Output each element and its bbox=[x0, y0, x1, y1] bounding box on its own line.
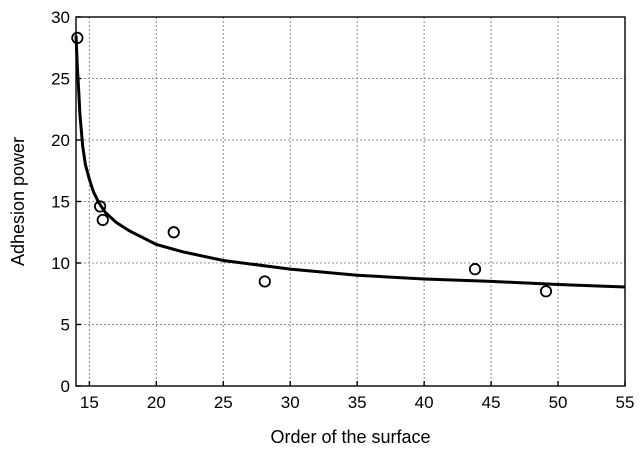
x-tick-label: 15 bbox=[80, 393, 99, 412]
x-tick-label: 30 bbox=[281, 393, 300, 412]
y-axis-label: Adhesion power bbox=[8, 137, 28, 266]
data-point bbox=[539, 285, 553, 298]
x-tick-label: 40 bbox=[415, 393, 434, 412]
data-point bbox=[258, 275, 271, 288]
data-points bbox=[71, 31, 553, 298]
y-tick-label: 30 bbox=[51, 8, 70, 27]
y-tick-label: 25 bbox=[51, 70, 70, 89]
data-point bbox=[167, 226, 180, 239]
x-tick-label: 55 bbox=[616, 393, 635, 412]
y-tick-label: 20 bbox=[51, 131, 70, 150]
x-tick-label: 20 bbox=[147, 393, 166, 412]
fit-curve bbox=[74, 35, 626, 289]
x-tick-label: 25 bbox=[214, 393, 233, 412]
y-tick-label: 15 bbox=[51, 193, 70, 212]
grid-lines bbox=[76, 17, 625, 386]
data-point bbox=[94, 200, 107, 213]
x-tick-label: 35 bbox=[348, 393, 367, 412]
data-point bbox=[468, 263, 482, 276]
y-tick-label: 0 bbox=[61, 377, 70, 396]
x-axis-label: Order of the surface bbox=[270, 427, 430, 447]
data-point bbox=[71, 31, 84, 45]
x-tick-label: 50 bbox=[549, 393, 568, 412]
y-tick-label: 5 bbox=[61, 316, 70, 335]
x-tick-label: 45 bbox=[482, 393, 501, 412]
plot-frame bbox=[75, 16, 626, 387]
tick-labels: 15 20 25 30 35 40 45 50 55 0 5 10 15 20 25 30 bbox=[51, 8, 634, 412]
y-tick-label: 10 bbox=[51, 254, 70, 273]
axis-ticks bbox=[76, 16, 626, 387]
data-point bbox=[96, 213, 109, 227]
